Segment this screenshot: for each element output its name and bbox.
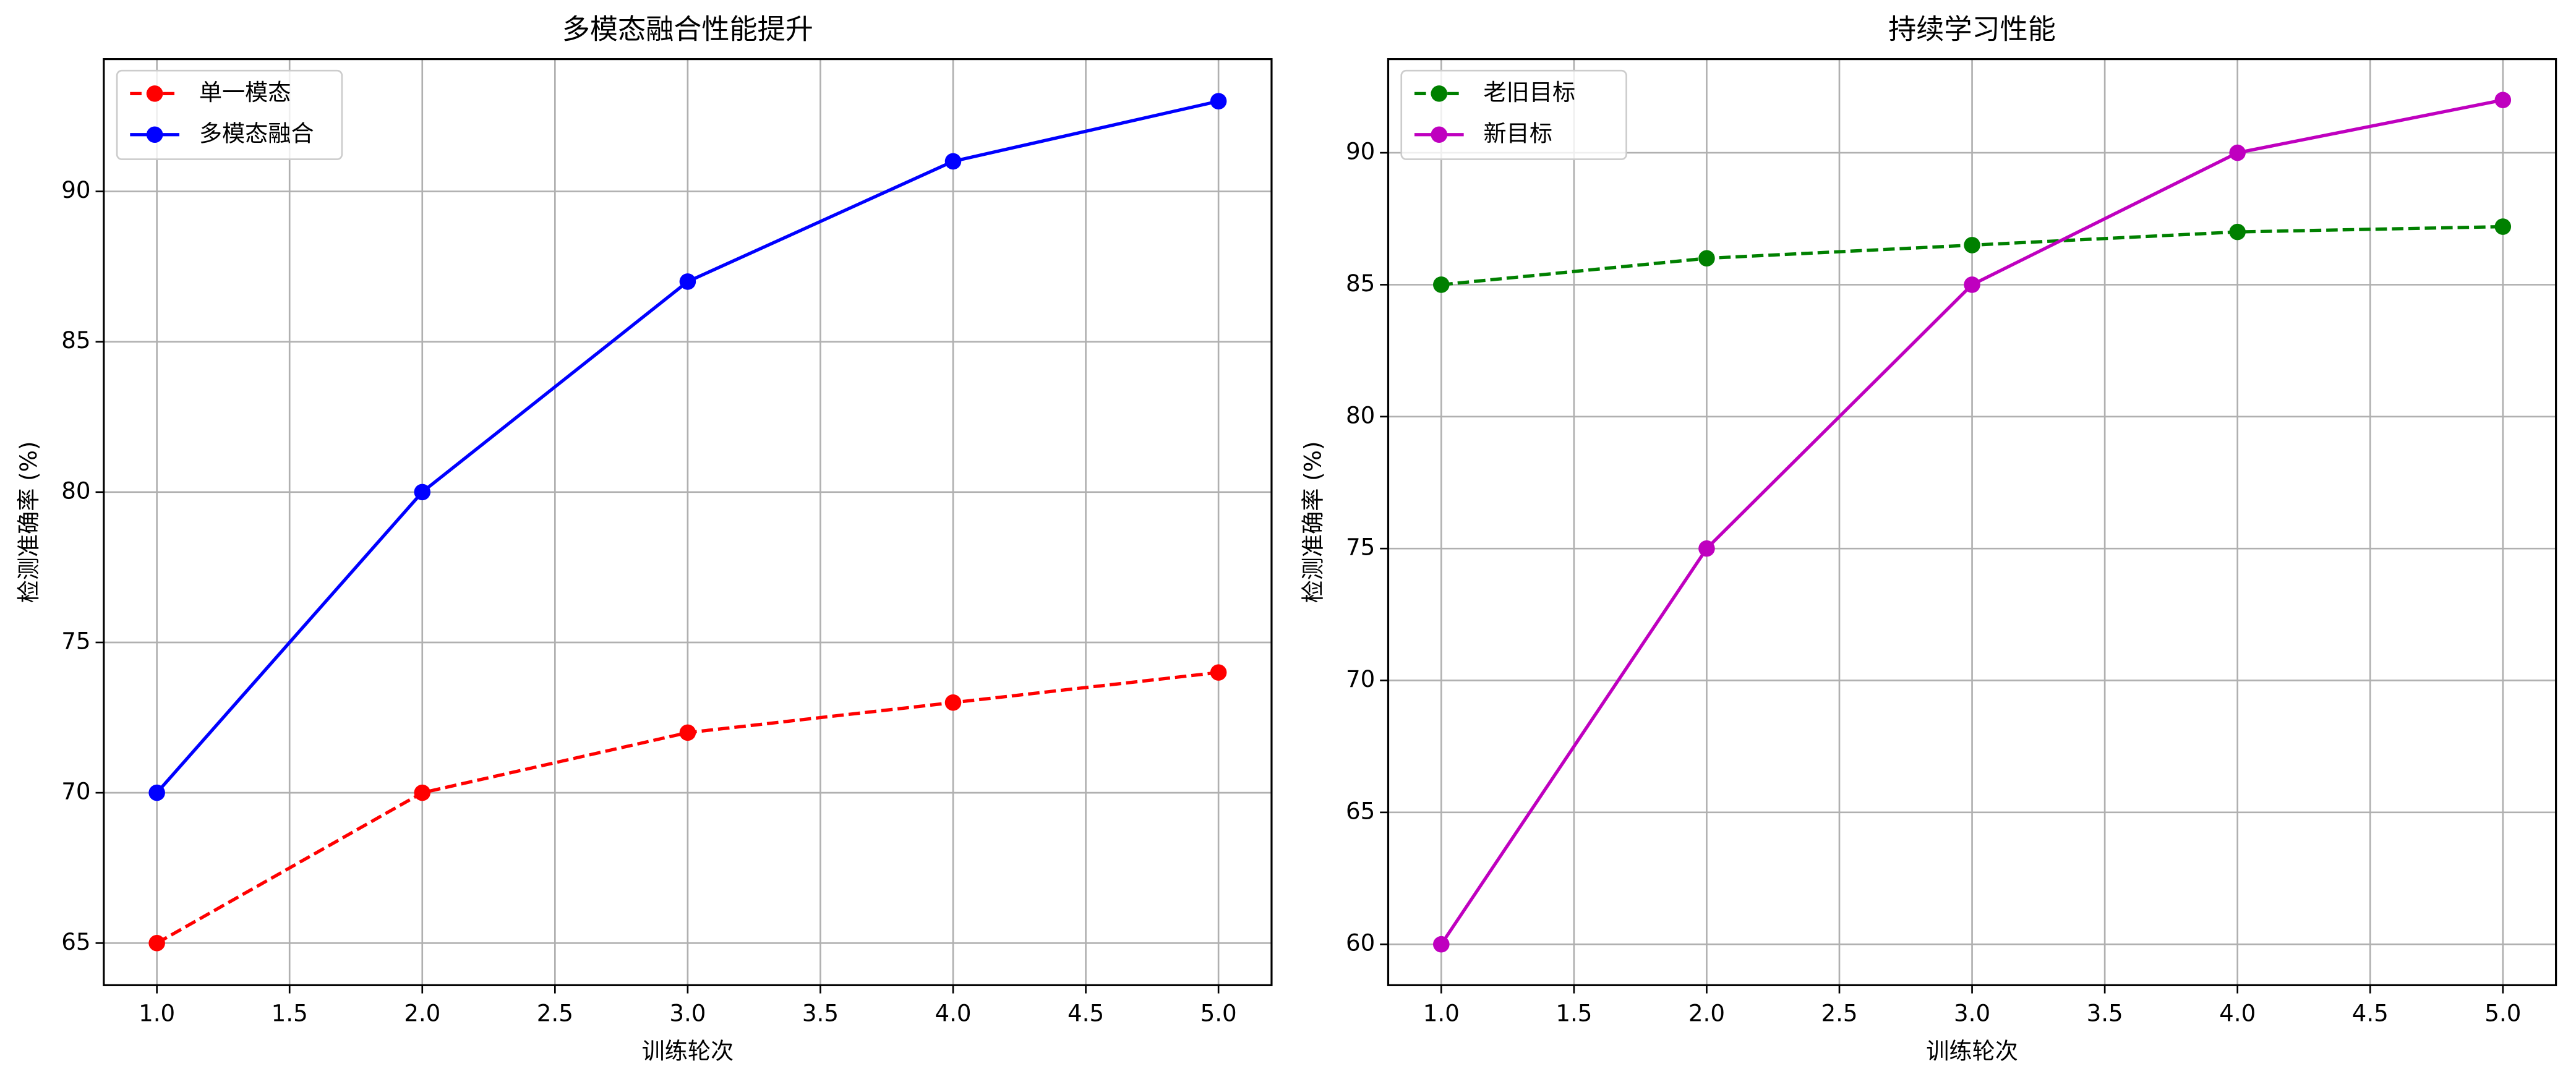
legend-marker	[146, 85, 163, 102]
legend-label: 多模态融合	[199, 119, 314, 147]
y-tick-label: 70	[61, 778, 90, 805]
point	[2494, 92, 2512, 109]
point	[679, 273, 696, 290]
legend-marker	[146, 126, 163, 143]
x-tick-label: 3.5	[2087, 1000, 2123, 1027]
point	[944, 694, 962, 711]
y-tick-label: 75	[1346, 534, 1375, 561]
point	[1210, 664, 1227, 681]
panel: 1.0 1.5 2.0 2.5 3.0 3.5 4.0 4.5 5.0 65 70 75 80 85 90 多…	[15, 12, 1273, 1065]
x-tick-label: 1.5	[272, 1000, 308, 1027]
x-tick-label: 1.0	[1423, 1000, 1460, 1027]
x-tick-label: 3.5	[802, 1000, 839, 1027]
point	[1698, 540, 1715, 557]
y-tick-label: 75	[61, 627, 90, 654]
point	[1433, 276, 1450, 293]
point	[944, 153, 962, 170]
point	[414, 784, 431, 801]
y-axis-label: 检测准确率 (%)	[1299, 441, 1326, 603]
x-tick-label: 4.5	[2352, 1000, 2389, 1027]
y-tick-label: 90	[61, 176, 90, 203]
point	[2494, 218, 2512, 235]
point	[2229, 223, 2246, 241]
x-tick-label: 5.0	[1200, 1000, 1237, 1027]
x-tick-label: 3.0	[669, 1000, 706, 1027]
legend-label: 新目标	[1484, 119, 1552, 147]
legend-marker	[1431, 85, 1448, 102]
y-tick-label: 60	[1346, 929, 1375, 957]
x-axis-label: 训练轮次	[1926, 1038, 2018, 1065]
x-axis-label: 训练轮次	[642, 1038, 734, 1065]
y-tick-label: 80	[1346, 401, 1375, 428]
point	[414, 484, 431, 501]
chart-title: 持续学习性能	[1888, 12, 2056, 45]
chart-title: 多模态融合性能提升	[562, 12, 813, 45]
point	[2229, 144, 2246, 161]
plot-frame	[1387, 58, 2557, 986]
x-tick-label: 2.5	[537, 1000, 573, 1027]
y-tick-label: 65	[1346, 797, 1375, 824]
x-tick-label: 2.0	[404, 1000, 440, 1027]
y-tick-label: 70	[1346, 665, 1375, 693]
point	[148, 784, 165, 801]
x-tick-label: 4.0	[2219, 1000, 2256, 1027]
point	[1964, 237, 1980, 254]
point	[679, 724, 696, 741]
point	[148, 934, 165, 952]
point	[1433, 936, 1450, 953]
x-tick-label: 3.0	[1954, 1000, 1990, 1027]
x-tick-label: 2.0	[1688, 1000, 1725, 1027]
x-tick-label: 4.0	[935, 1000, 971, 1027]
y-tick-label: 90	[1346, 138, 1375, 165]
x-tick-label: 5.0	[2484, 1000, 2521, 1027]
legend-label: 老旧目标	[1484, 79, 1576, 106]
y-tick-label: 85	[61, 326, 90, 354]
y-tick-label: 80	[61, 477, 90, 504]
point	[1210, 93, 1227, 109]
point	[1964, 276, 1980, 293]
legend-marker	[1431, 126, 1448, 143]
legend-label: 单一模态	[199, 79, 291, 106]
x-tick-label: 1.5	[1555, 1000, 1592, 1027]
point	[1698, 250, 1715, 267]
x-tick-label: 2.5	[1821, 1000, 1857, 1027]
y-axis-label: 检测准确率 (%)	[15, 441, 42, 603]
x-tick-label: 4.5	[1068, 1000, 1104, 1027]
plot-frame	[103, 58, 1273, 986]
x-tick-label: 1.0	[139, 1000, 175, 1027]
panel: 1.0 1.5 2.0 2.5 3.0 3.5 4.0 4.5 5.0 60 65 70 75 80 85 9…	[1299, 12, 2557, 1065]
y-tick-label: 65	[61, 928, 90, 955]
y-tick-label: 85	[1346, 270, 1375, 297]
